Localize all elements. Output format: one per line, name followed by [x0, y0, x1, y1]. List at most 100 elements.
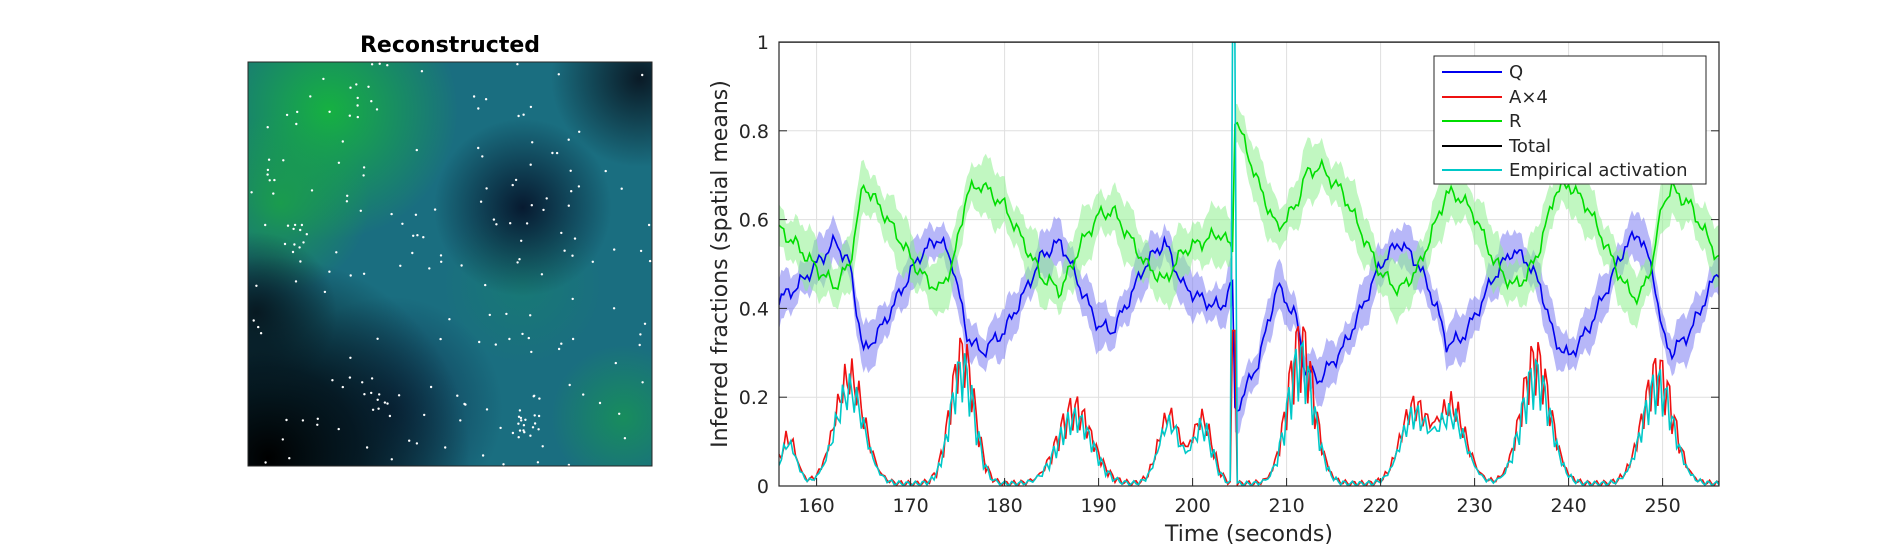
- legend-label-total: Total: [1508, 136, 1551, 157]
- event-dot: [348, 376, 352, 379]
- event-dot: [520, 419, 523, 422]
- event-dot: [349, 86, 352, 89]
- event-dot: [511, 183, 514, 187]
- event-dot: [516, 62, 519, 66]
- event-dot: [264, 461, 267, 464]
- x-axis-label: Time (seconds): [1164, 522, 1333, 544]
- event-dot: [378, 62, 381, 65]
- event-dot: [557, 347, 561, 351]
- x-tick-label: 240: [1550, 495, 1586, 517]
- event-dot: [618, 412, 621, 415]
- event-dot: [529, 163, 532, 166]
- plot-frame: [778, 41, 1720, 487]
- event-dot: [322, 77, 325, 81]
- event-dot: [401, 222, 404, 225]
- event-dot: [420, 70, 424, 73]
- event-dot: [356, 115, 359, 119]
- event-dot: [567, 138, 570, 141]
- event-dot: [349, 274, 352, 277]
- event-dot: [571, 297, 574, 301]
- event-dot: [301, 419, 305, 422]
- event-dot: [643, 322, 647, 325]
- event-dot: [428, 267, 431, 270]
- heatmap: [248, 62, 652, 466]
- series-band-r: [779, 103, 1719, 329]
- event-dot: [612, 307, 616, 310]
- event-dot: [341, 140, 344, 143]
- series-band-q: [779, 210, 1719, 435]
- legend-label-q: Q: [1509, 62, 1523, 83]
- event-dot: [264, 223, 267, 227]
- event-dot: [522, 424, 526, 427]
- event-dot: [577, 185, 581, 188]
- event-dot: [273, 178, 276, 182]
- event-dot: [521, 332, 524, 336]
- event-dot: [283, 242, 287, 246]
- event-dot: [567, 204, 570, 207]
- event-dot: [518, 429, 522, 432]
- event-dot: [638, 343, 641, 347]
- event-dot: [488, 313, 491, 317]
- x-tick-label: 160: [798, 495, 834, 517]
- heatmap-border: [247, 61, 653, 467]
- y-tick-label: 0.2: [739, 387, 769, 409]
- y-tick-label: 0: [757, 476, 769, 498]
- event-dot: [555, 151, 559, 155]
- event-dot: [598, 401, 602, 405]
- heatmap-title: Reconstructed: [360, 33, 540, 58]
- event-dot: [267, 158, 271, 161]
- event-dot: [285, 113, 289, 117]
- event-dot: [411, 251, 414, 255]
- event-dot: [370, 63, 374, 66]
- event-dot: [386, 402, 389, 405]
- event-dot: [523, 431, 526, 434]
- event-dot: [542, 208, 545, 212]
- event-dot: [439, 254, 443, 257]
- event-dot: [540, 273, 544, 276]
- event-dot: [518, 409, 522, 412]
- event-dot: [349, 356, 352, 359]
- event-dot: [545, 197, 548, 200]
- event-dot: [481, 155, 484, 158]
- event-dot: [570, 190, 573, 193]
- event-dot: [291, 250, 295, 254]
- event-dot: [346, 194, 349, 197]
- uncertainty-bands: [779, 103, 1719, 435]
- event-dot: [538, 397, 541, 400]
- event-dot: [300, 223, 304, 227]
- event-dot: [288, 457, 291, 460]
- event-dot: [298, 246, 301, 249]
- event-dot: [533, 414, 536, 417]
- event-dot: [456, 394, 459, 397]
- event-dot: [412, 234, 415, 237]
- event-dot: [531, 141, 534, 144]
- event-dot: [531, 426, 535, 429]
- event-dot: [508, 337, 511, 341]
- event-dot: [537, 414, 541, 418]
- legend-label-empirical: Empirical activation: [1509, 160, 1688, 181]
- event-dot: [647, 223, 651, 227]
- event-dot: [484, 98, 488, 101]
- heatmap-dark-region: [248, 62, 652, 466]
- legend: Q A×4 R Total Empirical activation: [1433, 55, 1707, 185]
- event-dot: [323, 290, 327, 294]
- x-tick-label: 210: [1268, 495, 1304, 517]
- event-dot: [439, 337, 442, 341]
- event-dot: [484, 283, 487, 287]
- event-dot: [309, 95, 312, 98]
- event-dot: [388, 414, 392, 418]
- event-dot: [429, 385, 433, 389]
- event-dot: [525, 222, 529, 225]
- event-dot: [560, 342, 563, 345]
- event-dot: [639, 333, 642, 336]
- x-tick-label: 230: [1456, 495, 1492, 517]
- event-dot: [345, 200, 349, 203]
- event-dot: [282, 159, 285, 162]
- event-dot: [582, 393, 585, 396]
- event-dot: [522, 429, 525, 432]
- event-dot: [305, 233, 308, 236]
- event-dot: [533, 422, 537, 425]
- event-dot: [294, 280, 298, 283]
- event-dot: [293, 223, 297, 227]
- event-dot: [573, 237, 577, 240]
